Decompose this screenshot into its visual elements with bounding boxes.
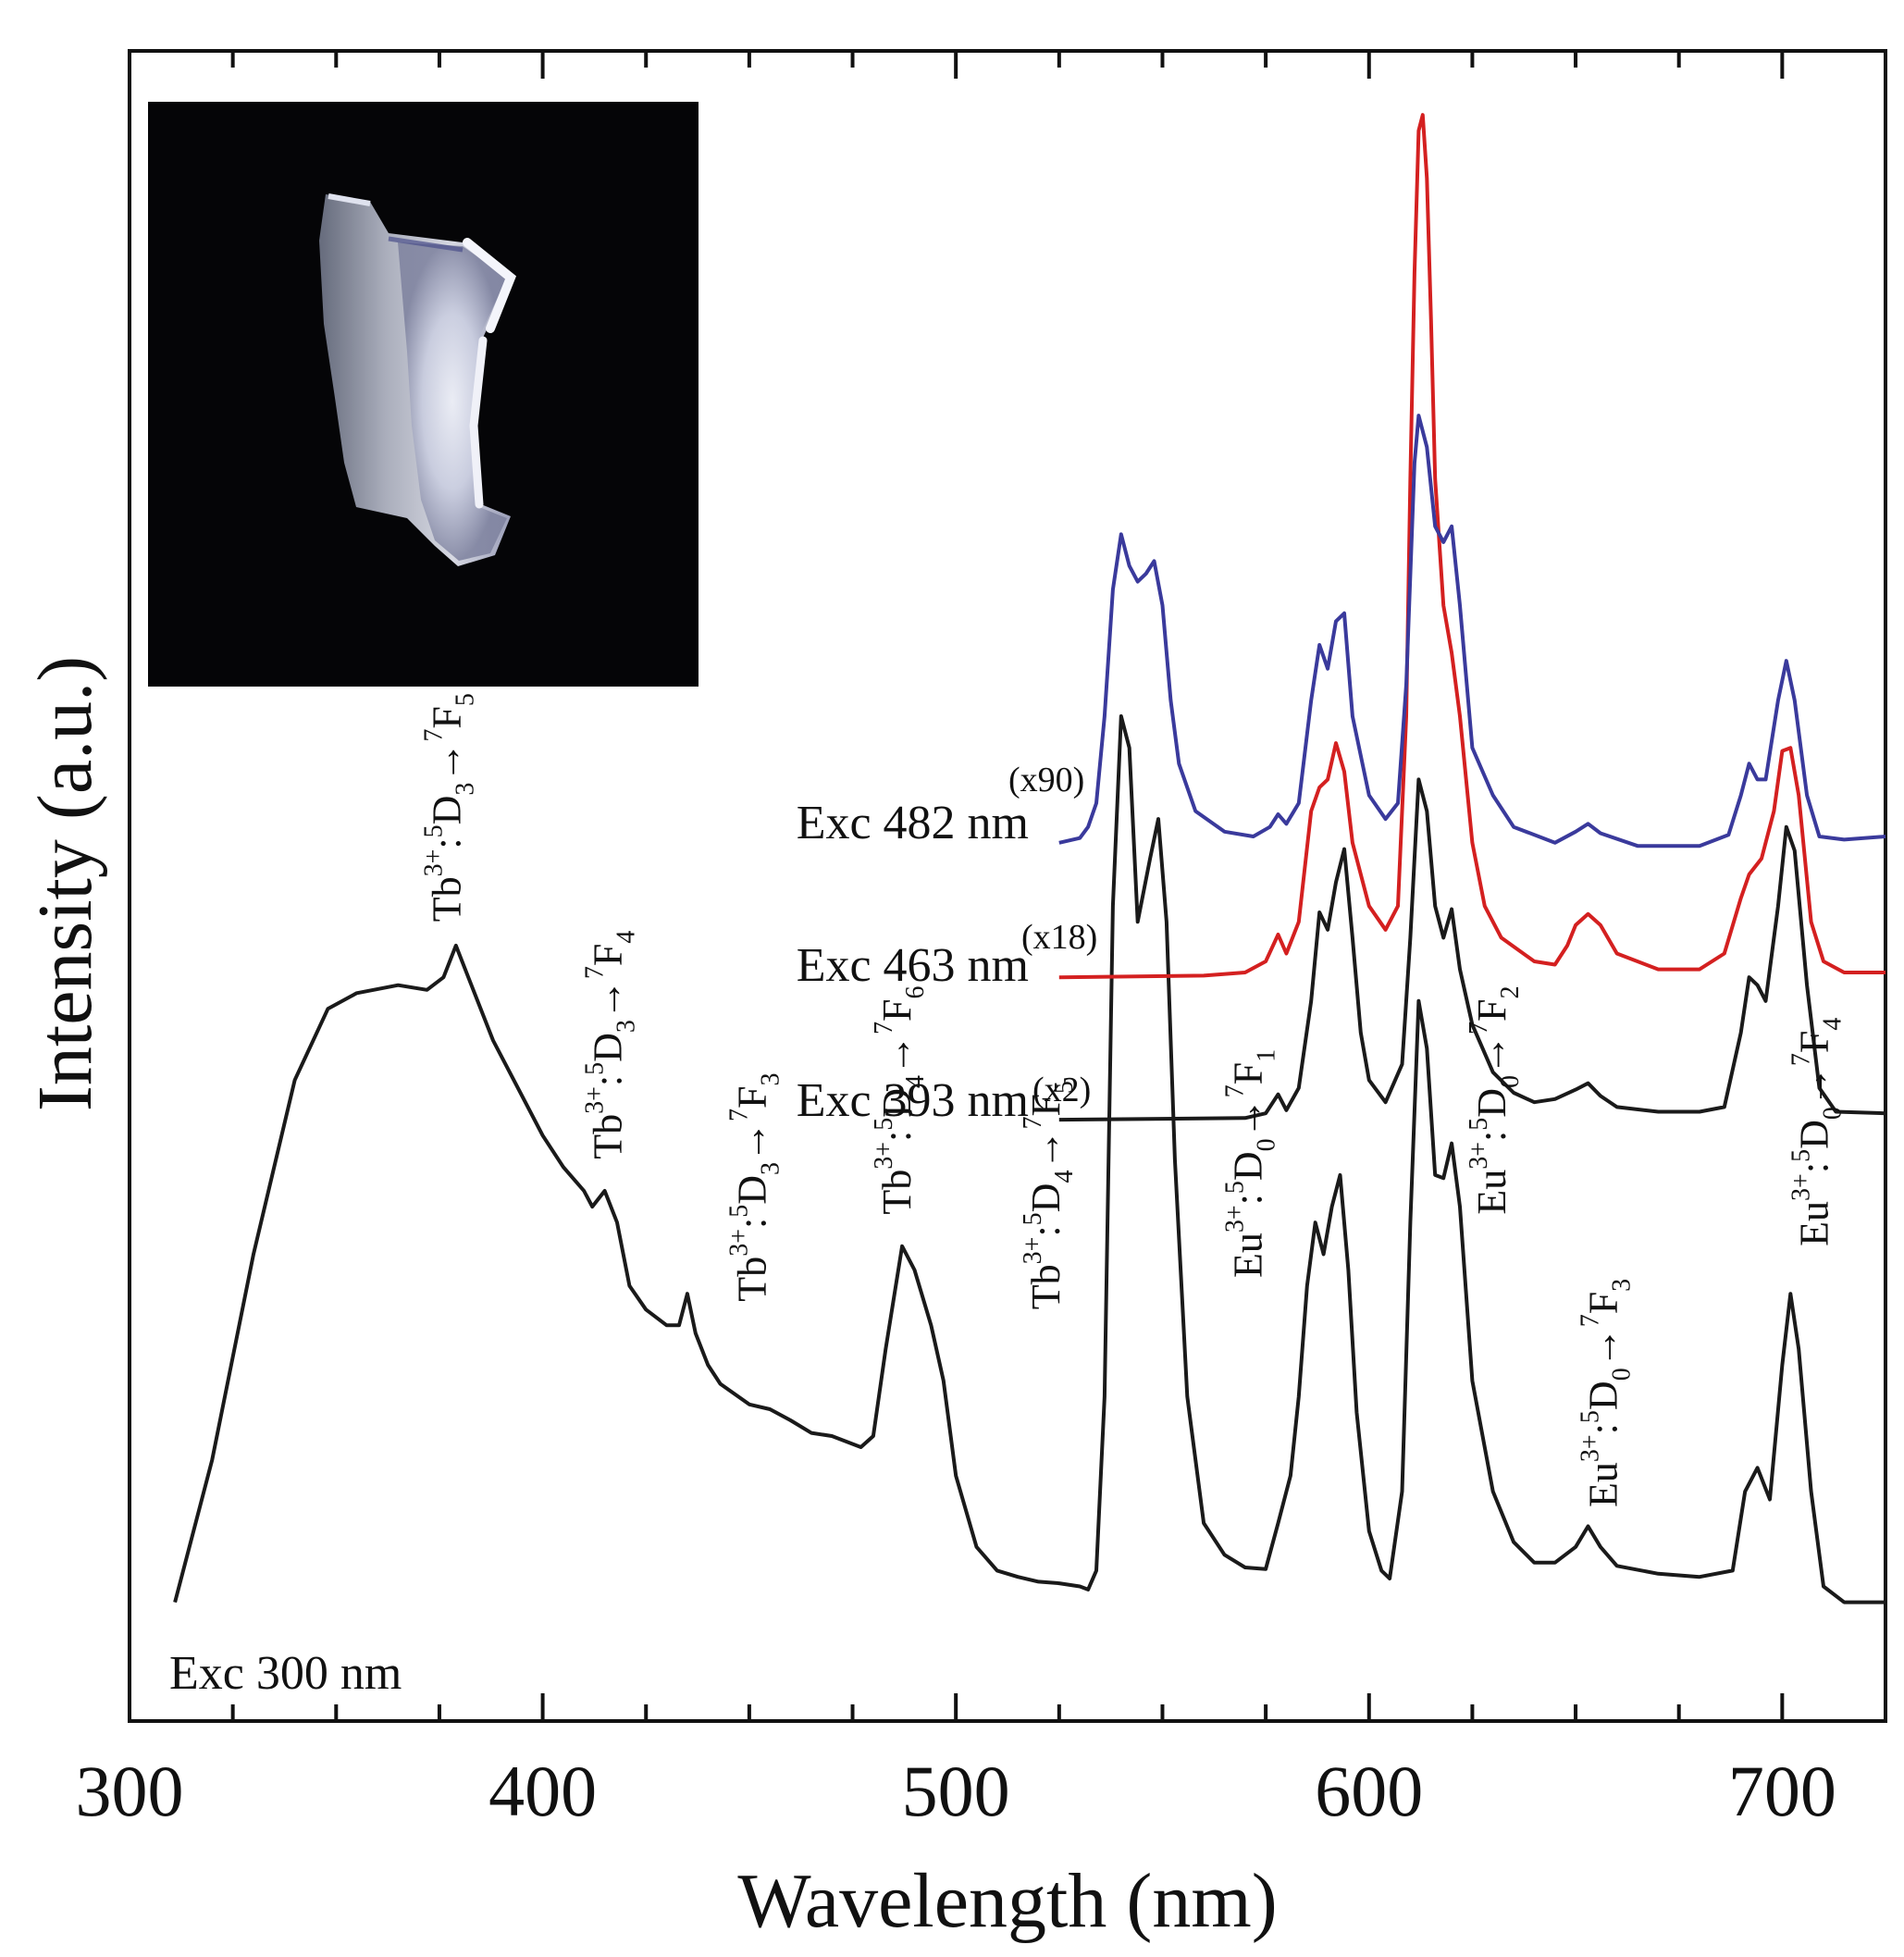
trace-exc-393-nm [1058,777,1886,1122]
inset-photo [148,102,699,687]
x-tick-label: 300 [76,1751,184,1831]
transition-label: Tb3+:5D3→7F4 [580,931,640,1159]
trace-exc-482-nm [1058,414,1886,848]
x-tick-label: 600 [1315,1751,1423,1831]
plot-frame [128,49,1887,1723]
transition-label: Eu3+:5D0→7F3 [1576,1279,1637,1507]
x-tick-label: 500 [902,1751,1010,1831]
svg-text:Eu3+:5D0→7F1: Eu3+:5D0→7F1 [1221,1049,1281,1278]
transition-label: Tb3+:5D4→7F6 [870,985,930,1214]
transition-label: Eu3+:5D0→7F1 [1221,1049,1281,1278]
transition-label: Eu3+:5D0→7F2 [1465,985,1525,1214]
x-axis-ticks [128,51,1887,1721]
trace-label: Exc 482 nm [797,797,1029,849]
trace-exc-300-nm [173,714,1885,1604]
trace-exc-463-nm [1058,113,1885,980]
transition-label: Tb3+:5D3→7F3 [725,1073,785,1302]
svg-text:Tb3+:5D4→7F6: Tb3+:5D4→7F6 [870,985,930,1214]
spectra-traces [173,113,1886,1604]
trace-label: Exc 463 nm [797,939,1029,992]
trace-multiplier: (x2) [1032,1071,1091,1109]
svg-text:Eu3+:5D0→7F2: Eu3+:5D0→7F2 [1465,985,1525,1214]
svg-text:Tb3+:5D3→7F3: Tb3+:5D3→7F3 [725,1073,785,1302]
svg-text:Eu3+:5D0→7F4: Eu3+:5D0→7F4 [1787,1018,1847,1246]
x-tick-label: 700 [1728,1751,1836,1831]
svg-text:Tb3+:5D3→7F5: Tb3+:5D3→7F5 [419,693,479,922]
x-axis-title: Wavelength (nm) [737,1858,1277,1944]
svg-text:Eu3+:5D0→7F3: Eu3+:5D0→7F3 [1576,1279,1637,1507]
trace-label: Exc 393 nm [797,1074,1029,1127]
trace-label: Exc 300 nm [169,1647,402,1700]
transition-label: Tb3+:5D3→7F5 [419,693,479,922]
svg-text:Tb3+:5D3→7F4: Tb3+:5D3→7F4 [580,931,640,1159]
x-tick-label: 400 [488,1751,597,1831]
x-axis-tick-labels: 300 400 500 600 700 [76,1751,1836,1831]
transition-label: Tb3+:5D4→7F5 [1019,1081,1079,1309]
trace-multiplier: (x18) [1021,918,1097,957]
svg-text:Tb3+:5D4→7F5: Tb3+:5D4→7F5 [1019,1081,1079,1309]
trace-labels: Exc 300 nm Exc 393 nm (x2) Exc 463 nm(x18) E… [169,761,1097,1700]
transition-annotations: Tb3+:5D3→7F5 Tb3+:5D3→7F4 Tb3+:5D3→7F3 Tb3+… [419,693,1847,1507]
transition-label: Eu3+:5D0→7F4 [1787,1018,1847,1246]
y-axis-title: Intensity (a.u.) [22,656,108,1111]
trace-multiplier: (x90) [1008,761,1084,799]
